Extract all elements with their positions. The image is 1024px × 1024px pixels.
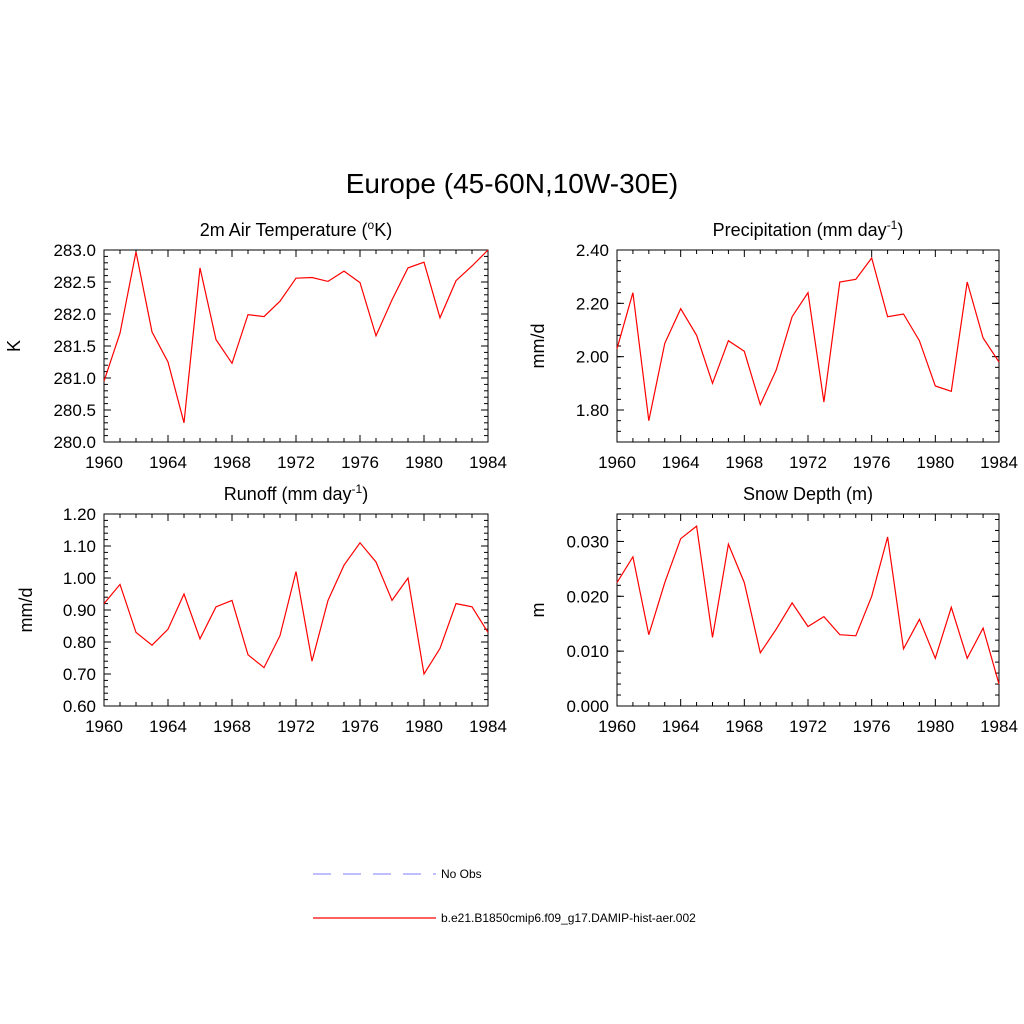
x-tick-label: 1984 [980, 717, 1018, 736]
panel-2: 1960 1964 1968 1972 1976 1980 1984 1.80 2.00 2.20… [528, 218, 1018, 472]
y-tick-label: 0.80 [63, 633, 96, 652]
y-tick-label: 2.40 [576, 241, 609, 260]
panel-title: Precipitation (mm day-1) [713, 218, 904, 240]
panel-title: 2m Air Temperature (oK) [200, 218, 392, 240]
x-tick-label: 1968 [213, 453, 251, 472]
y-tick-label: 0.030 [566, 532, 609, 551]
y-tick-label: 0.000 [566, 697, 609, 716]
series-line [616, 524, 1000, 685]
panel-title-text: Runoff (mm day [224, 484, 352, 504]
y-tick-label: 283.0 [53, 241, 96, 260]
x-tick-label: 1968 [213, 717, 251, 736]
x-tick-label: 1976 [853, 453, 891, 472]
panel-title: Snow Depth (m) [743, 484, 873, 504]
x-tick-label: 1964 [149, 453, 187, 472]
x-tick-label: 1980 [916, 453, 954, 472]
x-tick-label: 1976 [853, 717, 891, 736]
x-tick-label: 1960 [85, 453, 123, 472]
y-tick-label: 0.70 [63, 665, 96, 684]
x-tick-label: 1980 [916, 717, 954, 736]
x-tick-label: 1976 [341, 717, 379, 736]
series-line [616, 256, 1000, 421]
legend-label: No Obs [441, 867, 482, 881]
x-tick-label: 1972 [789, 453, 827, 472]
y-tick-label: 1.80 [576, 401, 609, 420]
y-tick-label: 2.00 [576, 348, 609, 367]
y-tick-label: 2.20 [576, 294, 609, 313]
x-tick-label: 1964 [662, 453, 700, 472]
x-tick-label: 1984 [469, 717, 507, 736]
panel-title: Runoff (mm day-1) [224, 482, 368, 504]
y-axis-label: mm/d [16, 588, 36, 633]
y-tick-label: 282.0 [53, 305, 96, 324]
series-line [103, 249, 489, 423]
x-tick-label: 1972 [789, 717, 827, 736]
panel-title-suffix: ) [362, 484, 368, 504]
series-line [103, 541, 489, 676]
panel-title-superscript: -1 [887, 218, 898, 232]
y-tick-label: 282.5 [53, 273, 96, 292]
x-tick-label: 1984 [469, 453, 507, 472]
y-tick-label: 281.0 [53, 369, 96, 388]
x-tick-label: 1964 [662, 717, 700, 736]
x-tick-label: 1984 [980, 453, 1018, 472]
y-axis-label: K [4, 340, 24, 352]
legend-label: b.e21.B1850cmip6.f09_g17.DAMIP-hist-aer.… [441, 911, 696, 925]
x-tick-label: 1968 [725, 717, 763, 736]
x-tick-label: 1980 [405, 717, 443, 736]
x-tick-label: 1964 [149, 717, 187, 736]
x-tick-label: 1968 [725, 453, 763, 472]
y-tick-label: 0.020 [566, 587, 609, 606]
page-title: Europe (45-60N,10W-30E) [345, 168, 679, 199]
panel-title-text: Precipitation (mm day [713, 220, 887, 240]
panel-4: 1960 1964 1968 1972 1976 1980 1984 0.000 0.010 0.… [528, 484, 1018, 736]
x-tick-label: 1960 [598, 453, 636, 472]
x-tick-label: 1972 [277, 453, 315, 472]
y-tick-label: 1.10 [63, 537, 96, 556]
panel-title-text: 2m Air Temperature ( [200, 220, 368, 240]
x-tick-label: 1960 [85, 717, 123, 736]
panel-title-superscript: -1 [352, 482, 363, 496]
y-tick-label: 0.90 [63, 601, 96, 620]
y-tick-label: 1.20 [63, 505, 96, 524]
plot-frame [103, 513, 489, 707]
y-tick-label: 0.60 [63, 697, 96, 716]
y-tick-label: 280.5 [53, 401, 96, 420]
panel-1: 1960 1964 1968 1972 1976 1980 1984 280.0 280.5 28… [4, 218, 507, 472]
panel-title-superscript: o [368, 218, 375, 232]
y-tick-label: 281.5 [53, 337, 96, 356]
plot-frame [616, 513, 1000, 707]
y-axis-label: m [528, 603, 548, 618]
x-tick-label: 1960 [598, 717, 636, 736]
x-tick-label: 1972 [277, 717, 315, 736]
y-tick-label: 1.00 [63, 569, 96, 588]
panel-title-text: Snow Depth (m) [743, 484, 873, 504]
plot-frame [616, 249, 1000, 443]
y-axis-label: mm/d [528, 324, 548, 369]
x-tick-label: 1976 [341, 453, 379, 472]
legend: No Obs b.e21.B1850cmip6.f09_g17.DAMIP-his… [313, 867, 696, 925]
panel-3: 1960 1964 1968 1972 1976 1980 1984 0.60 0.70 0.80… [16, 482, 507, 736]
panel-title-suffix: K) [374, 220, 392, 240]
y-tick-label: 0.010 [566, 642, 609, 661]
x-tick-label: 1980 [405, 453, 443, 472]
y-tick-label: 280.0 [53, 433, 96, 452]
panel-title-suffix: ) [897, 220, 903, 240]
